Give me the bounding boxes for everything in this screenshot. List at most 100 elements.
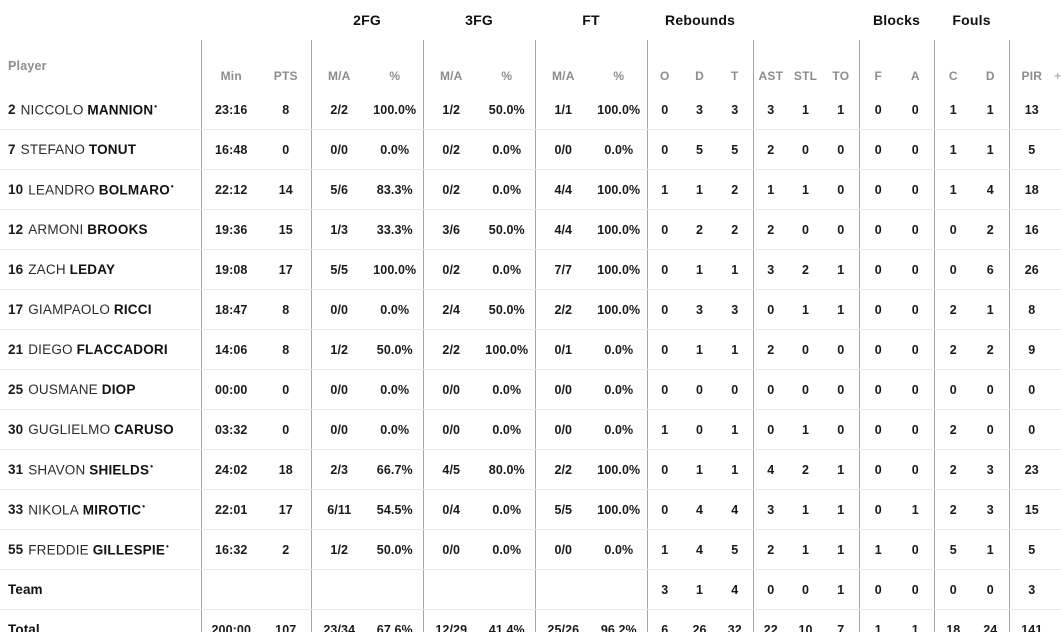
cell-reb-o: 0 (646, 209, 683, 250)
cell-blk-a: 0 (897, 369, 935, 410)
cell-fg2-ma: 1/2 (310, 529, 367, 570)
cell-reb-d: 26 (682, 609, 718, 632)
player-row: 55 FREDDIE GILLESPIE• 16:32 2 1/2 50.0% 0/0 0.0… (0, 529, 1061, 570)
cell-fg3-pct (479, 569, 536, 610)
cell-pir: 13 (1008, 90, 1055, 130)
cell-pir: 16 (1008, 209, 1055, 250)
cell-fg2-pct: 33.3% (367, 209, 424, 250)
cell-blk-a: 0 (897, 329, 935, 370)
cell-stl: 0 (788, 569, 824, 610)
cell-to: 0 (823, 369, 860, 410)
cell-reb-t: 4 (717, 569, 754, 610)
cell-foul-c: 1 (933, 90, 973, 130)
cell-reb-d: 3 (682, 90, 718, 130)
group-spacer-plus (1054, 0, 1061, 40)
cell-foul-d: 24 (972, 609, 1010, 632)
team-row: Team 3 1 4 0 0 1 0 0 0 0 3 (0, 569, 1061, 610)
cell-ft-pct: 100.0% (591, 209, 648, 250)
cell-ast: 1 (752, 169, 789, 210)
cell-reb-d: 4 (682, 489, 718, 530)
cell-ft-pct: 0.0% (591, 329, 648, 370)
player-name-cell[interactable]: 33 NIKOLA MIROTIC• (0, 489, 201, 530)
cell-stl: 1 (788, 169, 824, 210)
group-header-ft: FT (582, 12, 600, 28)
cell-reb-t: 5 (717, 529, 754, 570)
cell-plus-minus (1054, 249, 1061, 290)
cell-blk-f: 0 (858, 569, 898, 610)
column-header-to: TO (832, 69, 850, 83)
jersey-number: 55 (8, 542, 24, 558)
player-name-cell[interactable]: 21 DIEGO FLACCADORI (0, 329, 201, 370)
cell-pts: 107 (261, 609, 311, 632)
cell-foul-d: 1 (972, 529, 1010, 570)
player-name-cell[interactable]: 10 LEANDRO BOLMARO• (0, 169, 201, 210)
column-header-ast: AST (752, 40, 789, 90)
cell-min: 16:32 (200, 529, 261, 570)
cell-fg3-ma: 3/6 (422, 209, 480, 250)
cell-to: 0 (823, 329, 860, 370)
cell-min: 22:01 (200, 489, 261, 530)
player-first-name: FREDDIE (28, 542, 89, 558)
player-name-cell[interactable]: 25 OUSMANE DIOP (0, 369, 201, 410)
player-name-cell[interactable]: 7 STEFANO TONUT (0, 129, 201, 170)
cell-stl: 0 (788, 369, 824, 410)
cell-pir: 23 (1008, 449, 1055, 490)
cell-pir: 0 (1008, 409, 1055, 450)
cell-reb-t: 3 (717, 289, 754, 330)
cell-foul-d: 1 (972, 129, 1010, 170)
cell-blk-a: 0 (897, 529, 935, 570)
cell-pts: 8 (261, 289, 311, 330)
player-first-name: NICCOLO (20, 102, 84, 118)
stat-group-header-row: 2FG 3FG FT Rebounds Blocks Fouls (0, 0, 1061, 40)
cell-fg3-ma: 0/4 (422, 489, 480, 530)
cell-plus-minus (1054, 169, 1061, 210)
player-name-cell[interactable]: 12 ARMONI BROOKS (0, 209, 201, 250)
player-name-cell[interactable]: 17 GIAMPAOLO RICCI (0, 289, 201, 330)
cell-reb-d: 3 (682, 289, 718, 330)
cell-fg3-ma: 1/2 (422, 90, 480, 130)
cell-pts: 8 (261, 90, 311, 130)
cell-stl: 1 (788, 409, 824, 450)
cell-reb-o: 0 (646, 329, 683, 370)
cell-fg2-ma: 0/0 (310, 129, 367, 170)
summary-label: Total (8, 622, 40, 632)
player-name-cell[interactable]: 55 FREDDIE GILLESPIE• (0, 529, 201, 570)
cell-fg3-ma: 0/2 (422, 129, 480, 170)
cell-reb-o: 0 (646, 449, 683, 490)
player-name-cell[interactable]: 2 NICCOLO MANNION• (0, 90, 201, 130)
jersey-number: 17 (8, 302, 24, 317)
cell-blk-f: 0 (858, 409, 898, 450)
cell-reb-o: 0 (646, 90, 683, 130)
cell-pir: 3 (1008, 569, 1055, 610)
player-first-name: DIEGO (28, 342, 73, 357)
player-name-cell[interactable]: 16 ZACH LEDAY (0, 249, 201, 290)
cell-reb-t: 4 (717, 489, 754, 530)
cell-blk-a: 0 (897, 90, 935, 130)
cell-ft-ma: 0/0 (534, 369, 592, 410)
jersey-number: 21 (8, 342, 24, 357)
group-header-2fg: 2FG (353, 12, 381, 28)
cell-fg3-pct: 41.4% (479, 609, 536, 632)
cell-blk-a: 0 (897, 289, 935, 330)
cell-blk-f: 0 (858, 489, 898, 530)
cell-pts: 18 (261, 449, 311, 490)
jersey-number: 12 (8, 222, 24, 237)
player-name-cell[interactable]: 31 SHAVON SHIELDS• (0, 449, 201, 490)
player-last-name: SHIELDS (89, 462, 150, 478)
cell-min (200, 569, 261, 610)
cell-fg2-pct: 50.0% (367, 329, 424, 370)
column-header-ft-pct: % (613, 69, 625, 83)
cell-fg2-pct: 67.6% (367, 609, 424, 632)
jersey-number: 10 (8, 182, 24, 198)
player-row: 16 ZACH LEDAY 19:08 17 5/5 100.0% 0/2 0.0% 7/7 10… (0, 249, 1061, 290)
cell-to: 7 (823, 609, 860, 632)
player-first-name: GIAMPAOLO (28, 302, 111, 317)
cell-blk-a: 0 (897, 249, 935, 290)
cell-foul-d: 4 (972, 169, 1010, 210)
player-name-cell[interactable]: 30 GUGLIELMO CARUSO (0, 409, 201, 450)
cell-reb-o: 0 (646, 489, 683, 530)
cell-fg3-pct: 0.0% (479, 369, 536, 410)
cell-min: 19:08 (200, 249, 261, 290)
cell-fg2-pct: 66.7% (367, 449, 424, 490)
starter-mark: • (154, 101, 158, 111)
